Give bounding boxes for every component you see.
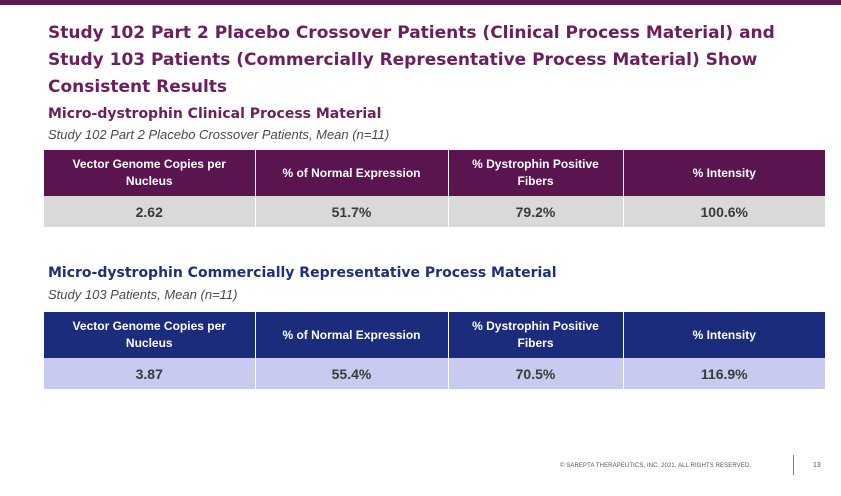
page-number: 13 (813, 462, 821, 469)
top-accent-bar (0, 0, 841, 5)
table-row: 2.62 51.7% 79.2% 100.6% (44, 196, 825, 227)
column-header: Vector Genome Copies per Nucleus (44, 150, 256, 196)
commercial-results-table: Vector Genome Copies per Nucleus % of No… (44, 312, 825, 389)
section-heading-commercial: Micro-dystrophin Commercially Representa… (48, 265, 557, 281)
column-header: % of Normal Expression (255, 150, 449, 196)
column-header: % Intensity (623, 150, 825, 196)
table-header-row: Vector Genome Copies per Nucleus % of No… (44, 150, 825, 196)
section-subheading-commercial: Study 103 Patients, Mean (n=11) (48, 287, 238, 302)
column-header: % Dystrophin Positive Fibers (448, 312, 624, 358)
column-header: % Dystrophin Positive Fibers (448, 150, 624, 196)
positive-fibers-value: 79.2% (448, 196, 624, 227)
vector-genome-value: 3.87 (44, 358, 256, 389)
table-row: 3.87 55.4% 70.5% 116.9% (44, 358, 825, 389)
slide-title: Study 102 Part 2 Placebo Crossover Patie… (48, 23, 775, 97)
normal-expression-value: 51.7% (255, 196, 449, 227)
section-heading-clinical: Micro-dystrophin Clinical Process Materi… (48, 106, 382, 122)
intensity-value: 100.6% (623, 196, 825, 227)
column-header: Vector Genome Copies per Nucleus (44, 312, 256, 358)
table-header-row: Vector Genome Copies per Nucleus % of No… (44, 312, 825, 358)
positive-fibers-value: 70.5% (448, 358, 624, 389)
footer-copyright: © SAREPTA THERAPEUTICS, INC. 2021. ALL R… (560, 463, 752, 469)
column-header: % of Normal Expression (255, 312, 449, 358)
clinical-results-table: Vector Genome Copies per Nucleus % of No… (44, 150, 825, 227)
footer-divider (793, 455, 794, 475)
normal-expression-value: 55.4% (255, 358, 449, 389)
intensity-value: 116.9% (623, 358, 825, 389)
column-header: % Intensity (623, 312, 825, 358)
section-subheading-clinical: Study 102 Part 2 Placebo Crossover Patie… (48, 127, 390, 142)
vector-genome-value: 2.62 (44, 196, 256, 227)
